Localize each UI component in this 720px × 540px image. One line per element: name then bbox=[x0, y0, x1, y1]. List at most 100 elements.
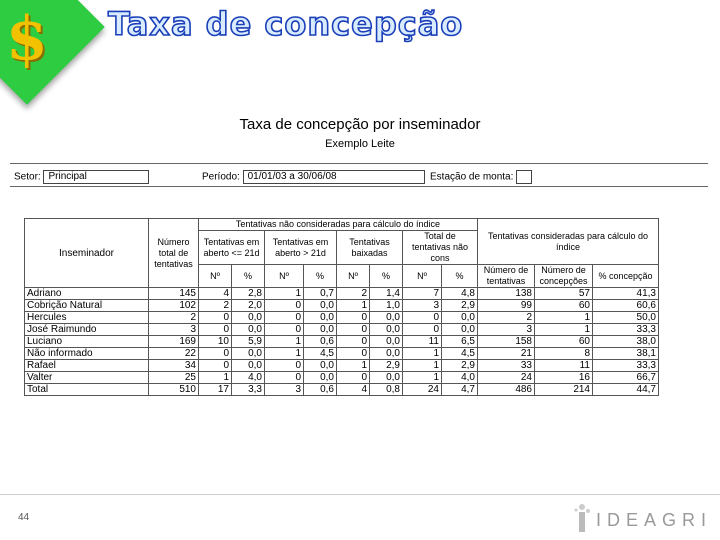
table-body: Adriano 145 4 2,8 1 0,7 2 1,4 7 4,8 138 57 41,3 Cobri… bbox=[24, 287, 659, 396]
value-cell: 34 bbox=[148, 359, 199, 372]
inseminador-cell: Hercules bbox=[24, 311, 149, 324]
col-abertas-le21: Tentativas em aberto <= 21d bbox=[198, 230, 265, 265]
value-cell: 2 bbox=[477, 311, 535, 324]
value-cell: 0,0 bbox=[303, 371, 337, 384]
value-cell: 33,3 bbox=[592, 323, 659, 336]
value-cell: 0,0 bbox=[303, 359, 337, 372]
slide-title: Taxa de concepção bbox=[107, 4, 464, 44]
value-cell: 214 bbox=[534, 383, 593, 396]
footer-divider bbox=[0, 494, 720, 495]
ideagri-wordmark: IDEAGRI bbox=[596, 510, 713, 530]
value-cell: 0 bbox=[336, 311, 370, 324]
value-cell: 3 bbox=[264, 383, 304, 396]
inseminador-cell: Luciano bbox=[24, 335, 149, 348]
setor-value: Principal bbox=[43, 170, 150, 184]
value-cell: 0 bbox=[264, 371, 304, 384]
value-cell: 38,0 bbox=[592, 335, 659, 348]
value-cell: 0,0 bbox=[369, 371, 403, 384]
value-cell: 2 bbox=[148, 311, 199, 324]
value-cell: 0,0 bbox=[231, 311, 265, 324]
col-num-concepcoes: Número de concepções bbox=[534, 264, 593, 288]
value-cell: 169 bbox=[148, 335, 199, 348]
value-cell: 4 bbox=[336, 383, 370, 396]
value-cell: 0,6 bbox=[303, 335, 337, 348]
value-cell: 1 bbox=[402, 371, 442, 384]
table-subheader-row: Tentativas em aberto <= 21d Tentativas e… bbox=[25, 230, 659, 265]
value-cell: 60 bbox=[534, 335, 593, 348]
table-row: José Raimundo 3 0 0,0 0 0,0 0 0,0 0 0,0 3 1 33,3 bbox=[24, 323, 659, 336]
col-pct: % bbox=[303, 264, 337, 288]
value-cell: 0 bbox=[402, 311, 442, 324]
setor-field: Setor: Principal bbox=[14, 170, 150, 184]
concepcao-table: Inseminador Número total de tentativas T… bbox=[24, 218, 659, 396]
value-cell: 102 bbox=[148, 299, 199, 312]
col-n: Nº bbox=[198, 264, 232, 288]
inseminador-cell: José Raimundo bbox=[24, 323, 149, 336]
value-cell: 0,0 bbox=[441, 311, 478, 324]
value-cell: 10 bbox=[198, 335, 232, 348]
value-cell: 0 bbox=[198, 347, 232, 360]
setor-label: Setor: bbox=[14, 171, 41, 183]
value-cell: 1 bbox=[534, 311, 593, 324]
table-header-row: Inseminador Número total de tentativas T… bbox=[24, 218, 659, 288]
value-cell: 2 bbox=[336, 287, 370, 300]
value-cell: 0,8 bbox=[369, 383, 403, 396]
value-cell: 33,3 bbox=[592, 359, 659, 372]
value-cell: 0,0 bbox=[303, 311, 337, 324]
value-cell: 0 bbox=[336, 347, 370, 360]
inseminador-cell: Total bbox=[24, 383, 149, 396]
value-cell: 41,3 bbox=[592, 287, 659, 300]
value-cell: 0 bbox=[402, 323, 442, 336]
inseminador-cell: Não informado bbox=[24, 347, 149, 360]
value-cell: 0,0 bbox=[231, 323, 265, 336]
value-cell: 17 bbox=[198, 383, 232, 396]
value-cell: 4 bbox=[198, 287, 232, 300]
value-cell: 0 bbox=[198, 359, 232, 372]
col-n: Nº bbox=[264, 264, 304, 288]
dollar-icon: $ bbox=[6, 4, 48, 74]
col-numero-total: Número total de tentativas bbox=[148, 218, 199, 288]
inseminador-cell: Cobrição Natural bbox=[24, 299, 149, 312]
periodo-label: Período: bbox=[202, 171, 240, 183]
divider bbox=[10, 163, 708, 164]
table-row: Hercules 2 0 0,0 0 0,0 0 0,0 0 0,0 2 1 50,0 bbox=[24, 311, 659, 324]
value-cell: 138 bbox=[477, 287, 535, 300]
value-cell: 25 bbox=[148, 371, 199, 384]
table-row: Valter 25 1 4,0 0 0,0 0 0,0 1 4,0 24 16 66,7 bbox=[24, 371, 659, 384]
value-cell: 0 bbox=[264, 299, 304, 312]
table-subheader-row: Nº % Nº % Nº % Nº % Número de tentativas… bbox=[25, 264, 659, 288]
value-cell: 4,0 bbox=[441, 371, 478, 384]
value-cell: 1 bbox=[534, 323, 593, 336]
estacao-value bbox=[516, 170, 533, 184]
value-cell: 0,0 bbox=[369, 335, 403, 348]
value-cell: 4,0 bbox=[231, 371, 265, 384]
value-cell: 6,5 bbox=[441, 335, 478, 348]
value-cell: 145 bbox=[148, 287, 199, 300]
value-cell: 486 bbox=[477, 383, 535, 396]
value-cell: 0 bbox=[336, 335, 370, 348]
value-cell: 24 bbox=[477, 371, 535, 384]
value-cell: 1 bbox=[198, 371, 232, 384]
value-cell: 1 bbox=[336, 359, 370, 372]
value-cell: 158 bbox=[477, 335, 535, 348]
table-row: Rafael 34 0 0,0 0 0,0 1 2,9 1 2,9 33 11 33,3 bbox=[24, 359, 659, 372]
group-nao-consideradas: Tentativas não consideradas para cálculo… bbox=[198, 218, 478, 231]
value-cell: 22 bbox=[148, 347, 199, 360]
value-cell: 2,8 bbox=[231, 287, 265, 300]
value-cell: 0,6 bbox=[303, 383, 337, 396]
table-row: Luciano 169 10 5,9 1 0,6 0 0,0 11 6,5 158 60 38,0 bbox=[24, 335, 659, 348]
value-cell: 1 bbox=[336, 299, 370, 312]
page-number: 44 bbox=[18, 512, 30, 523]
value-cell: 24 bbox=[402, 383, 442, 396]
table-row: Adriano 145 4 2,8 1 0,7 2 1,4 7 4,8 138 57 41,3 bbox=[24, 287, 659, 300]
col-num-tentativas: Número de tentativas bbox=[477, 264, 535, 288]
value-cell: 0,0 bbox=[369, 347, 403, 360]
value-cell: 0 bbox=[336, 371, 370, 384]
report-subtitle: Exemplo Leite bbox=[325, 138, 395, 150]
value-cell: 50,0 bbox=[592, 311, 659, 324]
value-cell: 11 bbox=[534, 359, 593, 372]
value-cell: 1 bbox=[264, 287, 304, 300]
value-cell: 3 bbox=[148, 323, 199, 336]
value-cell: 2 bbox=[198, 299, 232, 312]
value-cell: 11 bbox=[402, 335, 442, 348]
